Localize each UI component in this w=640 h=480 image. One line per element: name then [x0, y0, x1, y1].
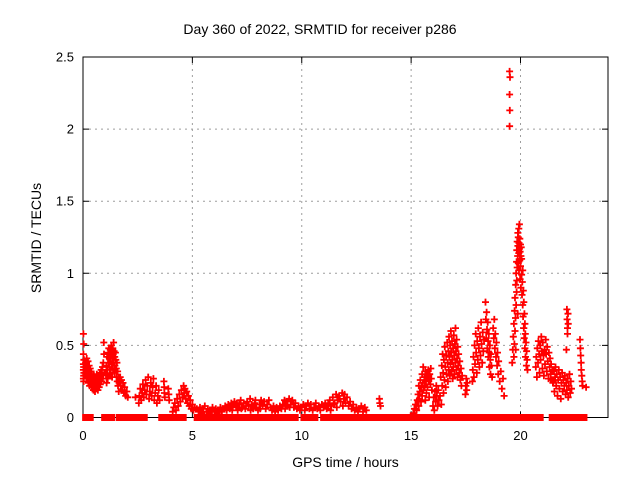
zero-segment — [344, 414, 378, 421]
zero-segment — [373, 414, 383, 421]
zero-segment — [392, 414, 402, 421]
zero-segment — [397, 414, 407, 421]
zero-segment — [230, 414, 242, 421]
zero-segment — [136, 414, 148, 421]
zero-segment — [434, 414, 450, 421]
x-tick-label: 10 — [295, 428, 309, 443]
x-tick-label: 0 — [79, 428, 86, 443]
zero-segment — [402, 414, 417, 421]
plot-border — [82, 56, 609, 418]
zero-segment — [496, 414, 507, 421]
zero-segment — [101, 414, 116, 421]
y-tick-label: 2.5 — [56, 50, 74, 65]
zero-segment — [320, 414, 349, 421]
zero-segment — [565, 414, 588, 421]
zero-segment — [129, 414, 142, 421]
chart-title: Day 360 of 2022, SRMTID for receiver p28… — [183, 21, 457, 37]
zero-segment — [483, 414, 494, 421]
y-tick-label: 0 — [67, 410, 74, 425]
zero-segment — [475, 414, 486, 421]
x-tick-label: 5 — [189, 428, 196, 443]
y-tick-label: 1 — [67, 266, 74, 281]
y-tick-label: 2 — [67, 122, 74, 137]
zero-segment — [158, 414, 187, 421]
zero-segment — [510, 414, 532, 421]
y-tick-label: 1.5 — [56, 194, 74, 209]
zero-segment — [412, 414, 427, 421]
zero-segment — [421, 414, 440, 421]
zero-segment — [469, 414, 480, 421]
y-axis-label: SRMTID / TECUs — [28, 182, 44, 294]
scatter-points — [79, 67, 590, 417]
zero-segment — [82, 414, 94, 421]
zero-line-points — [82, 414, 588, 421]
x-tick-label: 20 — [513, 428, 527, 443]
y-tick-label: 0.5 — [56, 338, 74, 353]
zero-segment — [379, 414, 397, 421]
zero-segment — [280, 414, 299, 421]
zero-segment — [240, 414, 284, 421]
zero-segment — [526, 414, 544, 421]
zero-segment — [548, 414, 559, 421]
zero-segment — [193, 414, 209, 421]
zero-segment — [119, 414, 131, 421]
x-axis-label: GPS time / hours — [292, 454, 399, 470]
zero-segment — [454, 414, 475, 421]
x-tick-label: 15 — [404, 428, 418, 443]
zero-segment — [300, 414, 319, 421]
axis-ticks — [82, 56, 608, 418]
zero-segment — [444, 414, 460, 421]
zero-segment — [502, 414, 515, 421]
zero-segment — [206, 414, 232, 421]
zero-segment — [554, 414, 570, 421]
zero-segment — [489, 414, 502, 421]
